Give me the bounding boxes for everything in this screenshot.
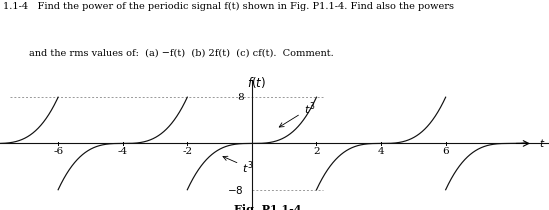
Text: 1.1-4   Find the power of the periodic signal f(t) shown in Fig. P1.1-4. Find al: 1.1-4 Find the power of the periodic sig… — [3, 2, 453, 11]
Text: 4: 4 — [378, 147, 384, 156]
Text: $t^3$: $t^3$ — [279, 100, 315, 127]
Text: and the rms values of:  (a) −f(t)  (b) 2f(t)  (c) cf(t).  Comment.: and the rms values of: (a) −f(t) (b) 2f(… — [29, 49, 333, 58]
Text: 6: 6 — [442, 147, 449, 156]
Text: $t$: $t$ — [539, 138, 546, 150]
Text: Fig. P1.1-4: Fig. P1.1-4 — [234, 204, 302, 210]
Text: -4: -4 — [117, 147, 128, 156]
Text: -6: -6 — [53, 147, 63, 156]
Text: -2: -2 — [182, 147, 192, 156]
Text: 2: 2 — [313, 147, 320, 156]
Text: $-8$: $-8$ — [227, 184, 244, 196]
Text: $f(t)$: $f(t)$ — [247, 75, 266, 90]
Text: 8: 8 — [237, 93, 244, 102]
Text: $t^3$: $t^3$ — [223, 156, 254, 176]
